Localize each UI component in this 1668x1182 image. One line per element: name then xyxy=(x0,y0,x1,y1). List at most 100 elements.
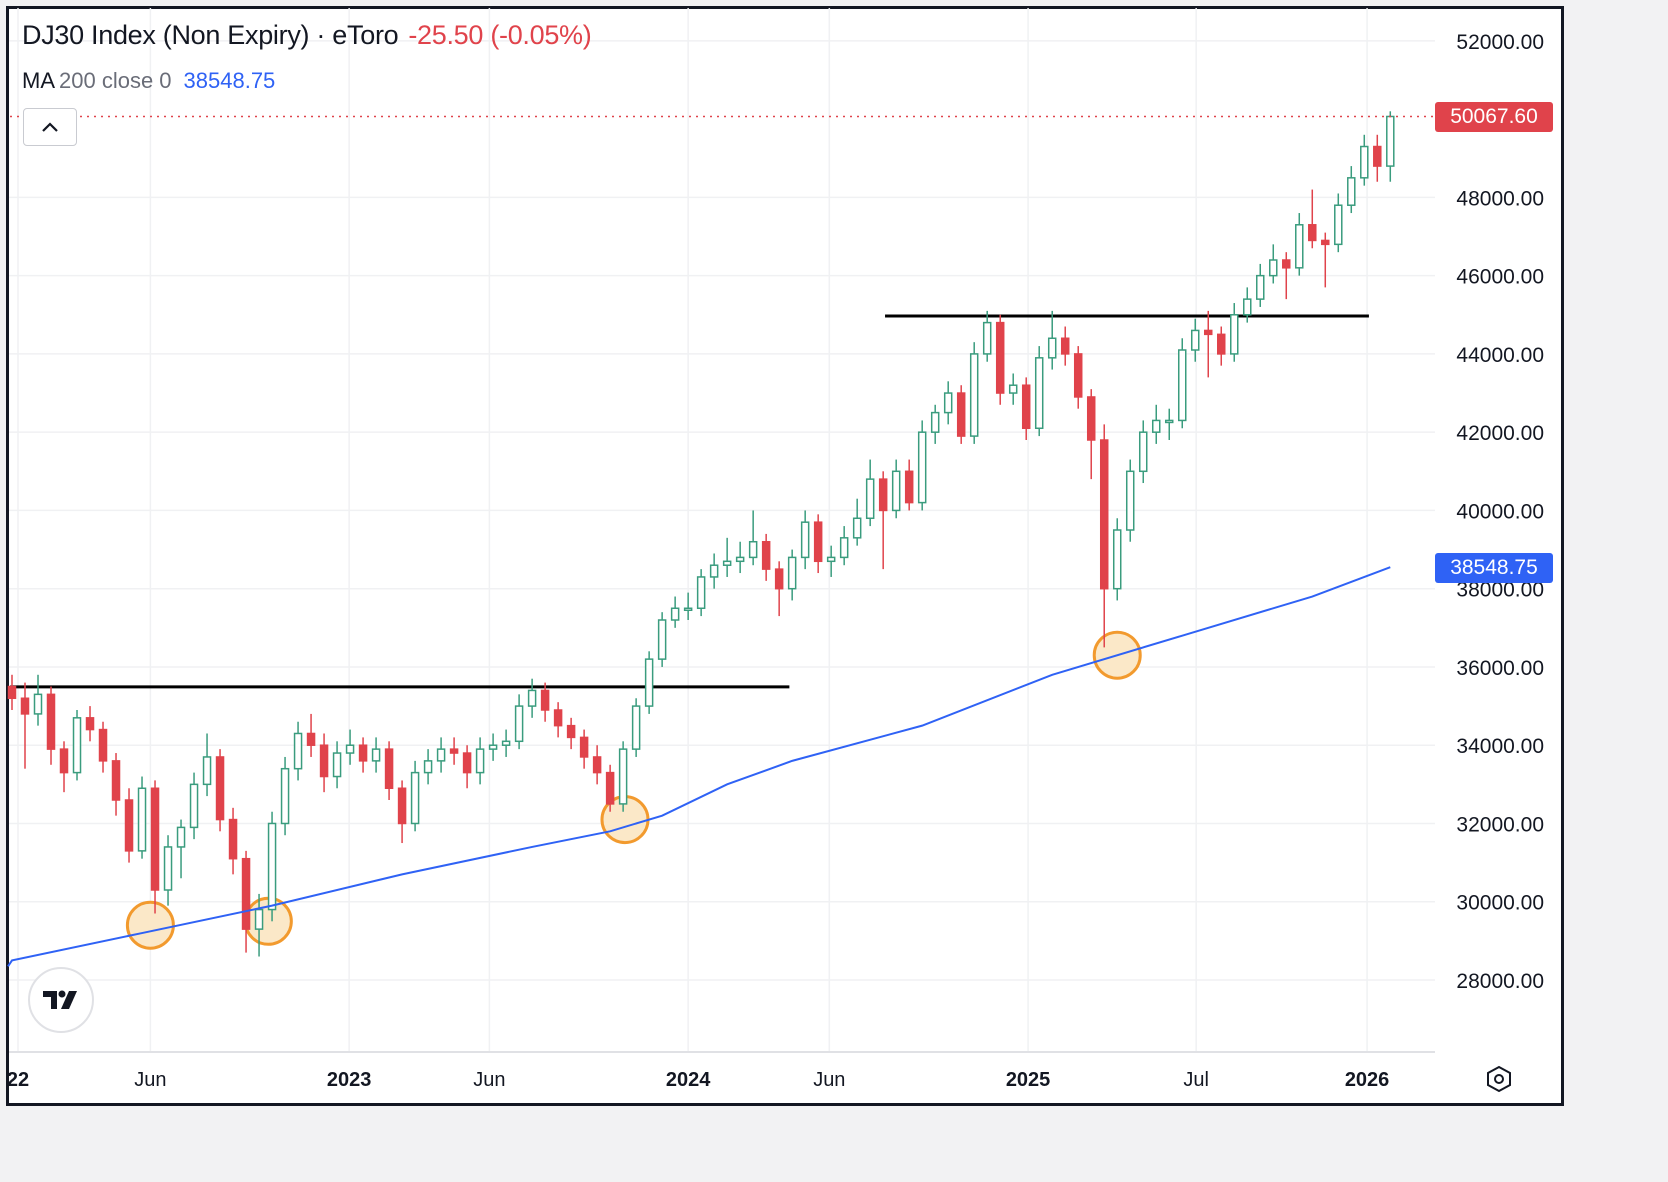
candle-body xyxy=(1334,204,1343,246)
candle-up xyxy=(501,729,511,757)
candle-body xyxy=(956,392,966,437)
candle-down xyxy=(358,737,368,773)
candle-body xyxy=(423,760,433,774)
candle-body xyxy=(358,744,368,762)
candle-body xyxy=(995,321,1005,394)
candle-up xyxy=(1256,263,1265,307)
collapse-legend-button[interactable] xyxy=(23,108,77,146)
candle-down xyxy=(904,459,914,511)
candle-body xyxy=(462,752,472,774)
y-tick-label: 32000.00 xyxy=(1456,813,1544,836)
candle-body xyxy=(930,411,940,433)
candle-up xyxy=(865,459,875,527)
candle-body xyxy=(748,540,758,559)
candle-body xyxy=(540,689,550,711)
y-tick-label: 44000.00 xyxy=(1456,344,1544,367)
settings-button[interactable] xyxy=(1484,1064,1514,1094)
candle-up xyxy=(436,737,446,773)
y-tick-label: 48000.00 xyxy=(1456,187,1544,210)
candle-down xyxy=(384,741,394,800)
candle-body xyxy=(592,756,602,774)
candle-up xyxy=(943,381,953,425)
candle-up xyxy=(1164,408,1174,440)
candle-body xyxy=(527,689,537,707)
candle-body xyxy=(839,537,849,559)
candle-down xyxy=(397,780,407,844)
candle-body xyxy=(1034,357,1044,430)
candle-down xyxy=(592,745,602,785)
x-tick-label: Jun xyxy=(473,1069,505,1091)
candle-up xyxy=(1138,420,1148,484)
candle-body xyxy=(254,908,264,930)
candle-body xyxy=(1021,384,1031,430)
candle-body xyxy=(683,607,693,612)
x-tick-label: 2025 xyxy=(1006,1069,1051,1091)
candle-body xyxy=(735,556,745,563)
candle-body xyxy=(124,799,134,852)
candle-down xyxy=(59,741,69,793)
candle-body xyxy=(917,431,927,504)
candle-body xyxy=(1138,431,1148,473)
y-tick-label: 40000.00 xyxy=(1456,500,1544,523)
candle-up xyxy=(930,404,940,444)
ma-legend[interactable]: MA 200 close 0 38548.75 xyxy=(22,68,275,94)
candle-body xyxy=(657,619,667,660)
candle-body xyxy=(280,767,290,825)
candle-up xyxy=(72,710,82,781)
candle-down xyxy=(124,788,134,863)
candle-up xyxy=(163,835,173,906)
candle-up xyxy=(1386,111,1395,182)
candle-body xyxy=(202,756,212,786)
chevron-up-icon xyxy=(42,122,58,132)
candle-body xyxy=(800,521,810,559)
symbol-title: DJ30 Index (Non Expiry) · eToro xyxy=(22,20,399,50)
candle-down xyxy=(1217,326,1226,366)
candle-body xyxy=(826,556,836,563)
candle-body xyxy=(59,748,69,774)
candle-body xyxy=(878,478,888,512)
candle-up xyxy=(176,819,186,879)
candle-body xyxy=(1347,177,1356,206)
candle-up xyxy=(839,526,849,566)
candle-down xyxy=(7,674,17,710)
candle-up xyxy=(852,498,862,546)
candle-up xyxy=(722,537,732,577)
candle-up xyxy=(293,721,303,781)
x-tick-label: 2023 xyxy=(327,1069,372,1091)
candle-down xyxy=(319,733,329,793)
candle-up xyxy=(475,737,485,785)
ma-price-badge: 38548.75 xyxy=(1435,553,1553,583)
time-axis[interactable]: 22 Jun 2023 Jun 2024 Jun 2025 Jul 2026 xyxy=(7,1069,1389,1091)
candle-up xyxy=(709,553,719,589)
tradingview-logo[interactable] xyxy=(28,967,94,1033)
x-tick-label: Jul xyxy=(1183,1069,1209,1091)
candle-up xyxy=(1190,318,1200,362)
candle-body xyxy=(631,705,641,750)
candle-body xyxy=(345,744,355,754)
y-tick-label: 36000.00 xyxy=(1456,657,1544,680)
candle-up xyxy=(33,674,43,726)
candle-body xyxy=(1256,274,1265,300)
candle-body xyxy=(189,783,199,829)
candle-down xyxy=(761,533,771,581)
candle-body xyxy=(787,556,797,590)
candle-body xyxy=(371,748,381,762)
candle-down xyxy=(46,686,56,765)
candle-body xyxy=(319,744,329,778)
price-axis[interactable]: 52000.00 48000.00 46000.00 44000.00 42000.00… xyxy=(1456,31,1544,993)
candle-body xyxy=(1099,439,1109,590)
candle-body xyxy=(215,756,225,821)
candle-body xyxy=(46,693,56,750)
candle-up xyxy=(657,612,667,667)
candle-down xyxy=(566,717,576,750)
candle-down xyxy=(1321,232,1330,288)
candle-down xyxy=(1060,326,1070,366)
candle-body xyxy=(98,728,108,762)
candle-body xyxy=(397,787,407,825)
last-price-badge: 50067.60 xyxy=(1435,102,1553,132)
candle-up xyxy=(1034,346,1044,437)
y-tick-label: 38000.00 xyxy=(1456,579,1544,602)
candle-up xyxy=(917,420,927,511)
symbol-legend[interactable]: DJ30 Index (Non Expiry) · eToro -25.50 (-… xyxy=(22,20,592,51)
